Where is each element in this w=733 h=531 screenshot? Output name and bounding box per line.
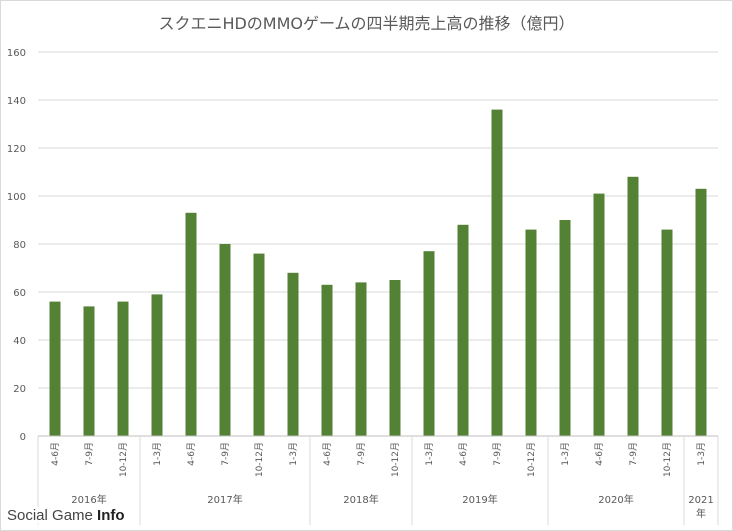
x-tick-label: 7-9月 [220,442,231,466]
year-label: 2021 [688,495,713,506]
bar [593,193,605,436]
x-tick-label: 7-9月 [628,442,639,466]
x-tick-label: 10-12月 [526,442,537,477]
bar [49,301,61,436]
x-tick-label: 1-3月 [288,442,299,466]
x-tick-label: 10-12月 [118,442,129,477]
watermark-text-bold: Info [97,507,125,524]
year-label: 2016年 [71,493,106,506]
x-tick-label: 4-6月 [50,442,61,466]
x-tick-label: 7-9月 [492,442,503,466]
y-tick-label: 80 [13,240,26,251]
y-tick-label: 160 [7,48,26,59]
x-tick-label: 1-3月 [696,442,707,466]
bar [695,188,707,436]
year-label: 年 [696,507,706,520]
watermark-logo: Social Game Info [4,507,128,524]
y-tick-label: 0 [20,432,26,443]
x-tick-label: 1-3月 [152,442,163,466]
bar [457,224,469,436]
x-tick-label: 4-6月 [322,442,333,466]
year-label: 2017年 [207,493,242,506]
x-tick-label: 7-9月 [356,442,367,466]
y-tick-label: 20 [13,384,26,395]
chart-title: スクエニHDのMMOゲームの四半期売上高の推移（億円） [158,14,575,33]
y-tick-label: 60 [13,288,26,299]
x-tick-label: 1-3月 [424,442,435,466]
bar [491,109,503,436]
bar [185,212,197,436]
bar [83,306,95,436]
bar [627,176,639,437]
watermark-text: Social Game [7,507,98,524]
x-tick-label: 4-6月 [458,442,469,466]
x-tick-label: 4-6月 [186,442,197,466]
bar [219,244,231,436]
bar [525,229,537,436]
x-tick-label: 10-12月 [390,442,401,477]
y-tick-label: 120 [7,144,26,155]
bar [661,229,673,436]
bar [287,272,299,436]
bar [559,220,571,436]
year-label: 2019年 [462,493,497,506]
y-tick-label: 40 [13,336,26,347]
year-label: 2020年 [598,493,633,506]
x-tick-label: 10-12月 [662,442,673,477]
bar [253,253,265,436]
y-tick-label: 140 [7,96,26,107]
bar [321,284,333,436]
x-tick-label: 10-12月 [254,442,265,477]
x-tick-label: 7-9月 [84,442,95,466]
x-tick-label: 1-3月 [560,442,571,466]
year-label: 2018年 [343,493,378,506]
x-tick-label: 4-6月 [594,442,605,466]
bar [423,251,435,436]
y-tick-label: 100 [7,192,26,203]
bar [151,294,163,436]
bar [117,301,129,436]
bar [389,280,401,436]
bar [355,282,367,436]
